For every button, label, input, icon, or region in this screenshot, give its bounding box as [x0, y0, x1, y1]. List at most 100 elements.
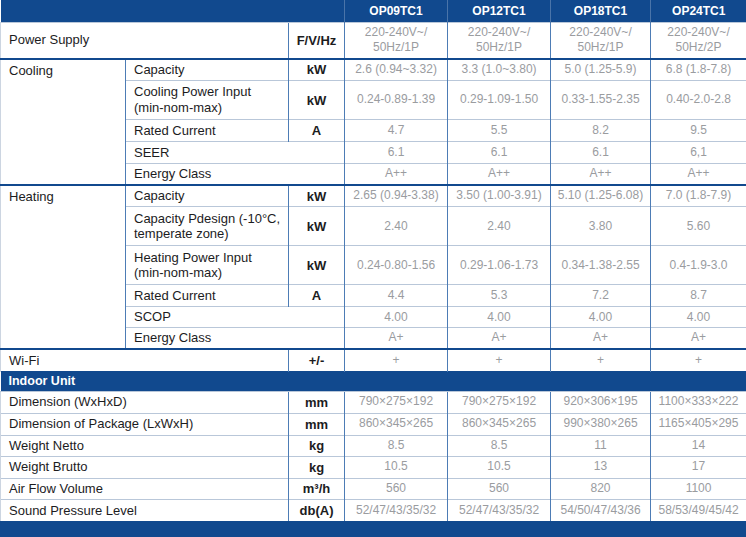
row-cooling-capacity: Cooling Capacity kW 2.6 (0.94~3.32) 3.3 …	[1, 59, 746, 81]
value-cell: 6.1	[448, 142, 551, 164]
spec-table: OP09TC1 OP12TC1 OP18TC1 OP24TC1 Power Su…	[0, 0, 746, 521]
value-cell: 1165×405×295	[651, 413, 746, 435]
value-cell: 5.10 (1.25-6.08)	[551, 185, 651, 207]
value-cell: 5.5	[448, 120, 551, 142]
value-cell: 54/50/47/43/36	[551, 499, 651, 521]
value-cell: 52/47/43/35/32	[448, 499, 551, 521]
value-cell: 990×380×265	[551, 413, 651, 435]
unit-cell: kg	[289, 435, 345, 456]
row-label-scop: SCOP	[126, 307, 345, 328]
value-cell: 0.33-1.55-2.35	[551, 81, 651, 120]
value-cell: 860×345×265	[448, 413, 551, 435]
value-cell: A+	[345, 328, 448, 349]
row-label-cooling-power-input: Cooling Power Input (min-nom-max)	[126, 81, 289, 120]
value-cell: A++	[651, 164, 746, 185]
unit-cell: kW	[289, 207, 345, 246]
unit-cell: mm	[289, 391, 345, 413]
value-cell: 790×275×192	[448, 391, 551, 413]
value-cell: 0.24-0.80-1.56	[345, 246, 448, 285]
value-cell: 0.34-1.38-2.55	[551, 246, 651, 285]
row-label-dimension-package: Dimension of Package (LxWxH)	[1, 413, 289, 435]
value-cell: A++	[551, 164, 651, 185]
value-cell: A++	[345, 164, 448, 185]
row-label-wifi: Wi-Fi	[1, 349, 289, 371]
unit-cell: F/V/Hz	[289, 23, 345, 59]
row-wifi: Wi-Fi +/- + + + +	[1, 349, 746, 371]
value-cell: 7.2	[551, 285, 651, 307]
row-dimension: Dimension (WxHxD) mm 790×275×192 790×275…	[1, 391, 746, 413]
row-label-sound-pressure-level: Sound Pressure Level	[1, 499, 289, 521]
value-cell: 2.65 (0.94-3.38)	[345, 185, 448, 207]
value-cell: 220-240V~/ 50Hz/1P	[448, 23, 551, 59]
section-bar-indoor-unit: Indoor Unit	[1, 371, 746, 391]
value-cell: 5.3	[448, 285, 551, 307]
value-cell: +	[345, 349, 448, 371]
unit-cell: db(A)	[289, 499, 345, 521]
value-cell: 52/47/43/35/32	[345, 499, 448, 521]
value-cell: 860×345×265	[345, 413, 448, 435]
value-cell: 220-240V~/ 50Hz/2P	[651, 23, 746, 59]
value-cell: 8.7	[651, 285, 746, 307]
value-cell: 220-240V~/ 50Hz/1P	[551, 23, 651, 59]
row-label-cooling-capacity: Capacity	[126, 59, 289, 81]
value-cell: 3.80	[551, 207, 651, 246]
value-cell: 9.5	[651, 120, 746, 142]
value-cell: 58/53/49/45/42	[651, 499, 746, 521]
value-cell: 7.0 (1.8-7.9)	[651, 185, 746, 207]
unit-cell: +/-	[289, 349, 345, 371]
value-cell: 220-240V~/ 50Hz/1P	[345, 23, 448, 59]
value-cell: A+	[651, 328, 746, 349]
value-cell: 0.24-0.89-1.39	[345, 81, 448, 120]
value-cell: 2.40	[345, 207, 448, 246]
value-cell: 6.1	[551, 142, 651, 164]
value-cell: A++	[448, 164, 551, 185]
value-cell: 6.1	[345, 142, 448, 164]
value-cell: 4.00	[448, 307, 551, 328]
unit-cell: kW	[289, 185, 345, 207]
value-cell: 3.50 (1.00-3.91)	[448, 185, 551, 207]
value-cell: 1100×333×222	[651, 391, 746, 413]
value-cell: 920×306×195	[551, 391, 651, 413]
value-cell: +	[448, 349, 551, 371]
value-cell: 4.4	[345, 285, 448, 307]
unit-cell: A	[289, 120, 345, 142]
value-cell: +	[651, 349, 746, 371]
value-cell: A+	[448, 328, 551, 349]
value-cell: 11	[551, 435, 651, 456]
col-header-op09tc1: OP09TC1	[345, 0, 448, 23]
unit-cell: A	[289, 285, 345, 307]
value-cell: 4.7	[345, 120, 448, 142]
value-cell: 6.8 (1.8-7.8)	[651, 59, 746, 81]
value-cell: 4.00	[345, 307, 448, 328]
row-label-weight-brutto: Weight Brutto	[1, 456, 289, 478]
model-header-row: OP09TC1 OP12TC1 OP18TC1 OP24TC1	[1, 0, 746, 23]
row-label-capacity-pdesign: Capacity Pdesign (-10°C, temperate zone)	[126, 207, 289, 246]
value-cell: 8.2	[551, 120, 651, 142]
group-label-cooling: Cooling	[1, 59, 126, 185]
row-label-energy-class: Energy Class	[126, 328, 345, 349]
col-header-op12tc1: OP12TC1	[448, 0, 551, 23]
value-cell: +	[551, 349, 651, 371]
value-cell: 14	[651, 435, 746, 456]
unit-cell: m³/h	[289, 478, 345, 499]
group-label-heating: Heating	[1, 185, 126, 349]
row-label-weight-netto: Weight Netto	[1, 435, 289, 456]
value-cell: 560	[345, 478, 448, 499]
value-cell: 13	[551, 456, 651, 478]
row-label-heating-power-input: Heating Power Input (min-nom-max)	[126, 246, 289, 285]
value-cell: 10.5	[345, 456, 448, 478]
col-header-op24tc1: OP24TC1	[651, 0, 746, 23]
value-cell: 0.29-1.06-1.73	[448, 246, 551, 285]
value-cell: 5.0 (1.25-5.9)	[551, 59, 651, 81]
row-heating-capacity: Heating Capacity kW 2.65 (0.94-3.38) 3.5…	[1, 185, 746, 207]
row-label-air-flow-volume: Air Flow Volume	[1, 478, 289, 499]
value-cell: 4.00	[651, 307, 746, 328]
row-label-power-supply: Power Supply	[1, 23, 289, 59]
unit-cell: kW	[289, 59, 345, 81]
col-header-op18tc1: OP18TC1	[551, 0, 651, 23]
value-cell: 0.4-1.9-3.0	[651, 246, 746, 285]
row-label-dimension: Dimension (WxHxD)	[1, 391, 289, 413]
value-cell: 5.60	[651, 207, 746, 246]
value-cell: 0.40-2.0-2.8	[651, 81, 746, 120]
unit-cell: mm	[289, 413, 345, 435]
